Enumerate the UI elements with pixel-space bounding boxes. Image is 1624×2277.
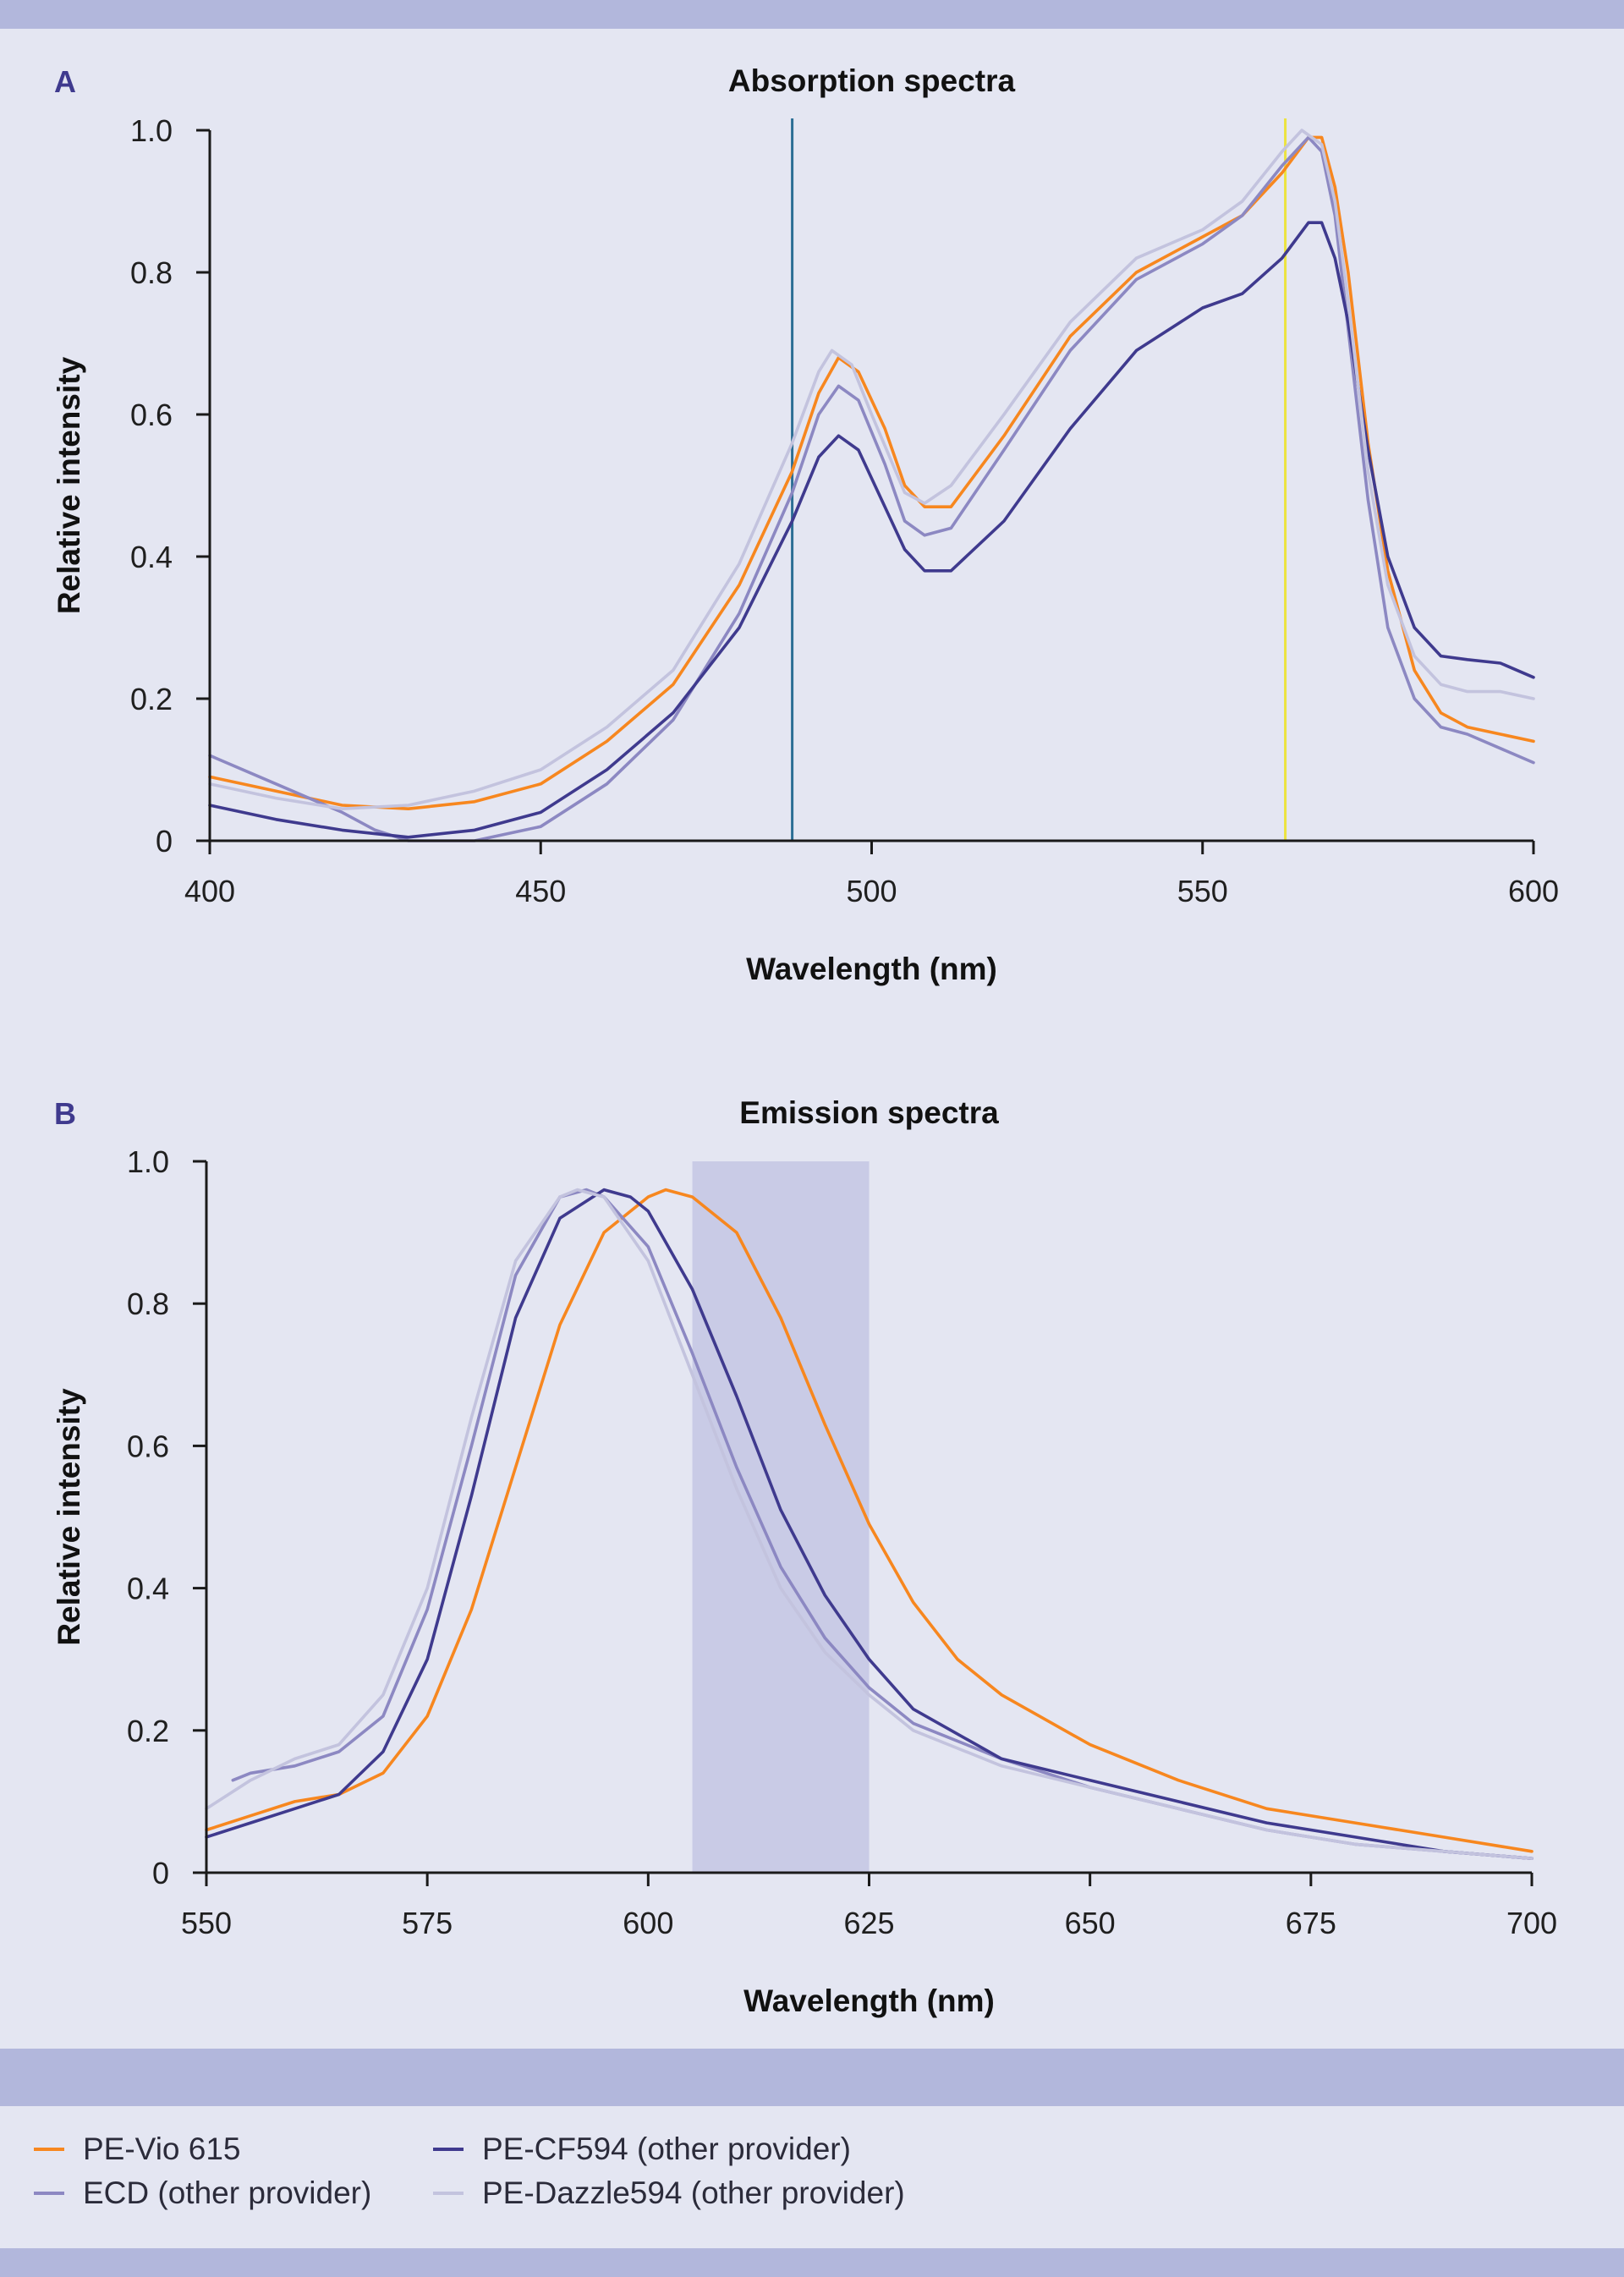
- y-tick-label: 0.4: [130, 540, 173, 574]
- x-tick-label: 575: [402, 1906, 453, 1940]
- chart-title: Emission spectra: [739, 1095, 999, 1130]
- y-tick-label: 1.0: [127, 1144, 169, 1179]
- y-tick-label: 0.6: [127, 1429, 169, 1463]
- series-pe-dazzle594-other-provider: [208, 129, 1535, 810]
- x-tick-label: 400: [184, 874, 235, 908]
- x-axis-label: Wavelength (nm): [743, 1983, 995, 2018]
- top-band: [0, 0, 1624, 29]
- x-tick-label: 550: [181, 1906, 232, 1940]
- x-tick-label: 625: [843, 1906, 894, 1940]
- bottom-band: [0, 2248, 1624, 2277]
- y-axis-label: Relative intensity: [52, 1388, 86, 1646]
- x-tick-label: 500: [846, 874, 897, 908]
- y-tick-label: 0.6: [130, 398, 173, 432]
- y-tick-label: 0: [156, 824, 173, 859]
- series-pe-vio-615: [208, 135, 1535, 810]
- legend-item-ecd: ECD (other provider): [34, 2175, 371, 2211]
- panel-label: B: [54, 1096, 76, 1131]
- series-pe-cf594-other-provider: [208, 221, 1535, 839]
- legend-label: PE-Dazzle594 (other provider): [482, 2175, 905, 2210]
- chart-title: Absorption spectra: [728, 63, 1016, 98]
- y-tick-label: 0.2: [127, 1714, 169, 1748]
- x-tick-label: 600: [1508, 874, 1559, 908]
- x-tick-label: 600: [623, 1906, 673, 1940]
- y-tick-label: 1.0: [130, 113, 173, 148]
- x-tick-label: 675: [1286, 1906, 1336, 1940]
- legend-swatch: [34, 2192, 64, 2195]
- legend-item-pe-cf594: PE-CF594 (other provider): [433, 2132, 851, 2167]
- legend-label: PE-Vio 615: [83, 2132, 241, 2166]
- series-ecd-other-provider: [231, 1188, 1533, 1860]
- filter-band: [692, 1161, 870, 1873]
- y-tick-label: 0.8: [130, 255, 173, 290]
- legend-item-pe-dazzle594: PE-Dazzle594 (other provider): [433, 2175, 905, 2211]
- y-tick-label: 0: [152, 1856, 169, 1890]
- legend-label: PE-CF594 (other provider): [482, 2132, 851, 2166]
- legend-label: ECD (other provider): [83, 2175, 372, 2210]
- series-ecd-other-provider: [208, 135, 1535, 842]
- y-tick-label: 0.4: [127, 1572, 169, 1606]
- legend-swatch: [34, 2148, 64, 2151]
- legend-item-pe-vio-615: PE-Vio 615: [34, 2132, 241, 2167]
- panel-label: A: [54, 64, 76, 99]
- legend-swatch: [433, 2148, 464, 2151]
- legend-swatch: [433, 2192, 464, 2195]
- y-tick-label: 0.8: [127, 1287, 169, 1321]
- middle-band: [0, 2049, 1624, 2106]
- legend: PE-Vio 615 ECD (other provider) PE-CF594…: [34, 2132, 1049, 2233]
- y-axis-label: Relative intensity: [52, 356, 86, 614]
- y-tick-label: 0.2: [130, 682, 173, 716]
- x-tick-label: 650: [1065, 1906, 1116, 1940]
- x-axis-label: Wavelength (nm): [746, 952, 997, 986]
- x-tick-label: 550: [1177, 874, 1228, 908]
- series-pe-cf594-other-provider: [205, 1188, 1533, 1860]
- series-pe-dazzle594-other-provider: [205, 1188, 1533, 1860]
- x-tick-label: 700: [1506, 1906, 1557, 1940]
- x-tick-label: 450: [515, 874, 566, 908]
- series-pe-vio-615: [205, 1188, 1533, 1853]
